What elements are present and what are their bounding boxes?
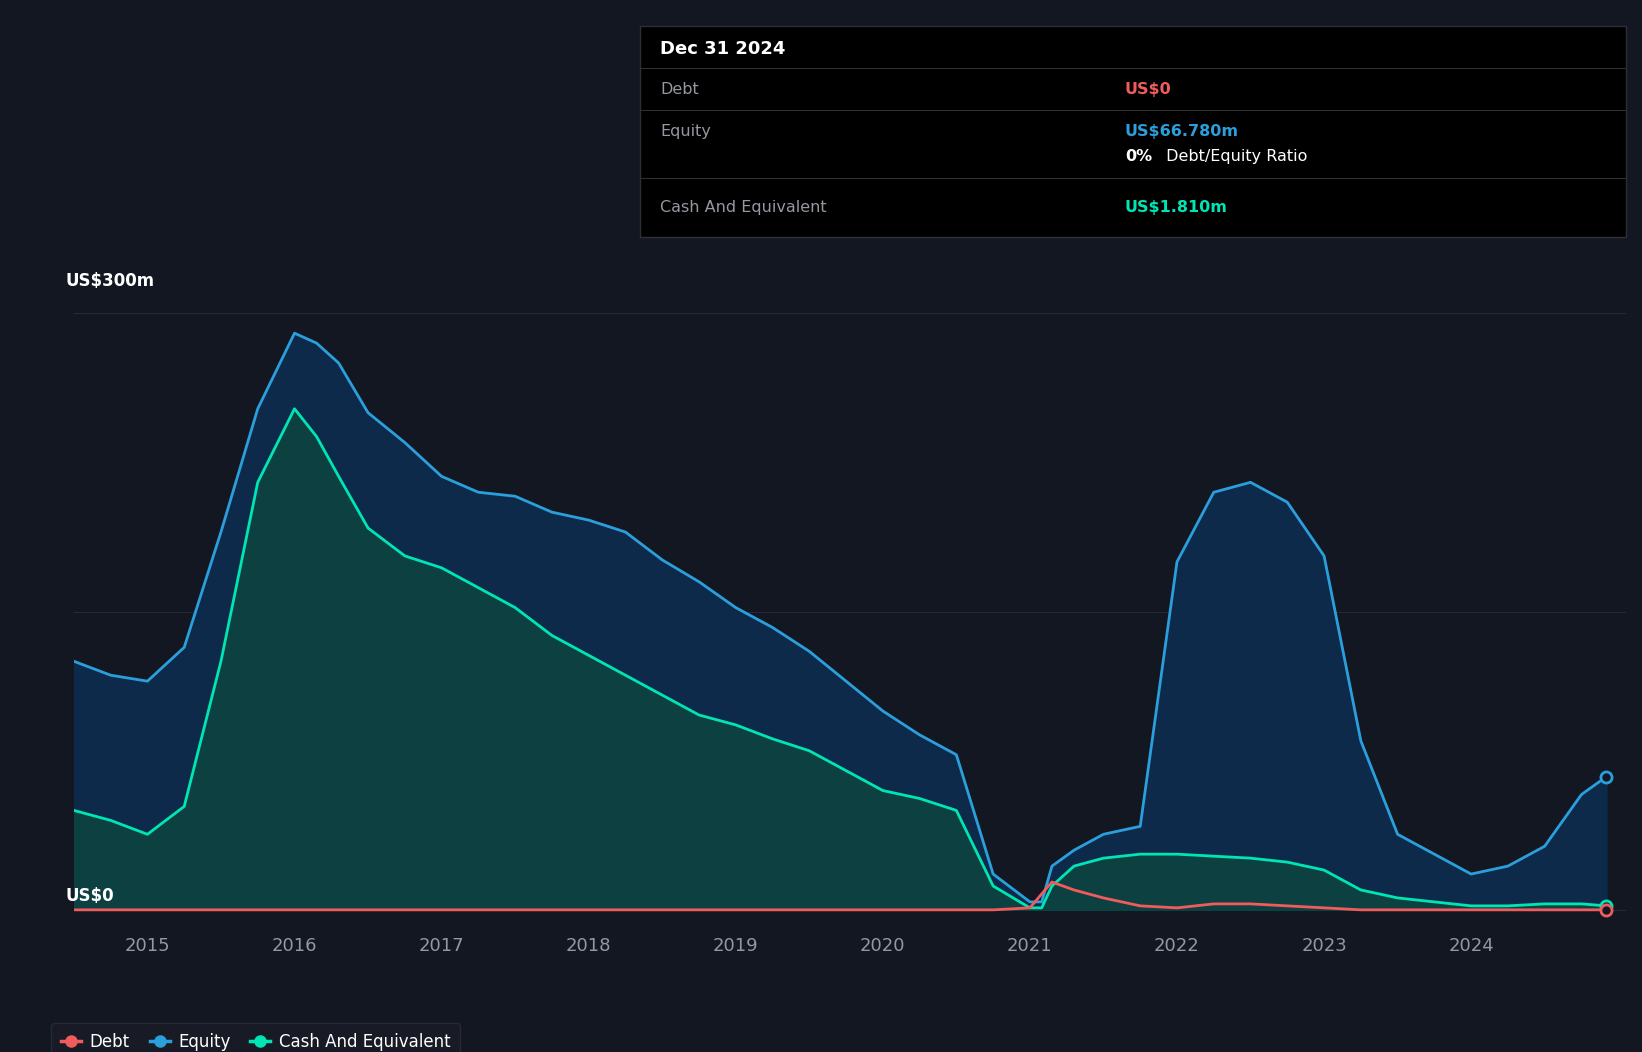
Text: Debt/Equity Ratio: Debt/Equity Ratio	[1161, 149, 1307, 164]
Text: Equity: Equity	[660, 124, 711, 139]
Text: US$300m: US$300m	[66, 272, 154, 290]
Text: US$66.780m: US$66.780m	[1125, 124, 1238, 139]
Text: Debt: Debt	[660, 82, 699, 97]
Text: US$0: US$0	[1125, 82, 1171, 97]
Legend: Debt, Equity, Cash And Equivalent: Debt, Equity, Cash And Equivalent	[51, 1023, 460, 1052]
Text: US$0: US$0	[66, 887, 115, 905]
Text: 0%: 0%	[1125, 149, 1153, 164]
Text: Dec 31 2024: Dec 31 2024	[660, 40, 785, 59]
Text: US$1.810m: US$1.810m	[1125, 200, 1228, 215]
Text: Cash And Equivalent: Cash And Equivalent	[660, 200, 826, 215]
